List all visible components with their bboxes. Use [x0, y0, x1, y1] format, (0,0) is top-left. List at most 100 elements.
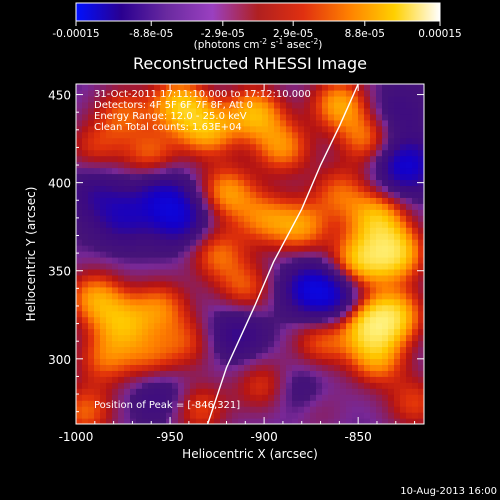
heatmap-cell: [172, 221, 179, 228]
heatmap-cell: [208, 233, 215, 240]
heatmap-cell: [232, 150, 239, 157]
heatmap-cell: [268, 329, 275, 336]
heatmap-cell: [94, 376, 101, 383]
heatmap-cell: [334, 269, 341, 276]
heatmap-cell: [262, 203, 269, 210]
heatmap-cell: [232, 275, 239, 282]
heatmap-cell: [232, 215, 239, 222]
heatmap-cell: [280, 406, 287, 413]
heatmap-cell: [244, 400, 251, 407]
heatmap-cell: [334, 305, 341, 312]
heatmap-cell: [184, 150, 191, 157]
heatmap-cell: [376, 221, 383, 228]
heatmap-cell: [328, 376, 335, 383]
heatmap-cell: [100, 173, 107, 180]
heatmap-cell: [178, 388, 185, 395]
heatmap-cell: [154, 138, 161, 145]
heatmap-cell: [292, 251, 299, 258]
heatmap-cell: [106, 221, 113, 228]
heatmap-cell: [100, 293, 107, 300]
heatmap-cell: [238, 364, 245, 371]
heatmap-cell: [256, 203, 263, 210]
heatmap-cell: [172, 299, 179, 306]
heatmap-cell: [388, 317, 395, 324]
heatmap-cell: [226, 227, 233, 234]
heatmap-cell: [118, 358, 125, 365]
heatmap-cell: [88, 209, 95, 216]
heatmap-cell: [358, 293, 365, 300]
heatmap-cell: [112, 269, 119, 276]
heatmap-cell: [178, 168, 185, 175]
heatmap-cell: [238, 269, 245, 276]
heatmap-cell: [328, 370, 335, 377]
heatmap-cell: [142, 352, 149, 359]
heatmap-cell: [280, 293, 287, 300]
heatmap-cell: [352, 317, 359, 324]
heatmap-cell: [322, 114, 329, 121]
heatmap-cell: [286, 179, 293, 186]
heatmap-cell: [316, 275, 323, 282]
heatmap-cell: [250, 162, 257, 169]
heatmap-cell: [400, 346, 407, 353]
heatmap-cell: [346, 275, 353, 282]
heatmap-cell: [238, 191, 245, 198]
heatmap-cell: [298, 162, 305, 169]
heatmap-cell: [292, 132, 299, 139]
heatmap-cell: [172, 227, 179, 234]
heatmap-cell: [352, 108, 359, 115]
heatmap-cell: [94, 293, 101, 300]
heatmap-cell: [232, 191, 239, 198]
heatmap-cell: [268, 227, 275, 234]
heatmap-cell: [370, 263, 377, 270]
heatmap-cell: [304, 305, 311, 312]
heatmap-cell: [316, 311, 323, 318]
heatmap-cell: [76, 96, 83, 103]
heatmap-cell: [262, 311, 269, 318]
heatmap-cell: [382, 376, 389, 383]
heatmap-cell: [304, 209, 311, 216]
heatmap-cell: [76, 126, 83, 133]
heatmap-cell: [280, 144, 287, 151]
heatmap-cell: [82, 102, 89, 109]
heatmap-cell: [400, 382, 407, 389]
heatmap-cell: [388, 251, 395, 258]
heatmap-cell: [226, 388, 233, 395]
heatmap-cell: [172, 257, 179, 264]
heatmap-cell: [274, 203, 281, 210]
heatmap-cell: [106, 388, 113, 395]
heatmap-cell: [238, 144, 245, 151]
heatmap-cell: [250, 150, 257, 157]
heatmap-cell: [100, 203, 107, 210]
heatmap-cell: [118, 346, 125, 353]
heatmap-cell: [358, 162, 365, 169]
heatmap-cell: [220, 335, 227, 342]
heatmap-cell: [82, 311, 89, 318]
heatmap-cell: [316, 84, 323, 91]
heatmap-cell: [334, 293, 341, 300]
heatmap-cell: [394, 406, 401, 413]
heatmap-cell: [286, 215, 293, 222]
heatmap-cell: [82, 162, 89, 169]
heatmap-cell: [352, 281, 359, 288]
heatmap-cell: [226, 162, 233, 169]
heatmap-cell: [232, 257, 239, 264]
heatmap-cell: [142, 388, 149, 395]
heatmap-cell: [280, 126, 287, 133]
heatmap-cell: [328, 221, 335, 228]
heatmap-cell: [130, 370, 137, 377]
heatmap-cell: [124, 227, 131, 234]
heatmap-cell: [232, 185, 239, 192]
heatmap-cell: [370, 215, 377, 222]
heatmap-cell: [76, 329, 83, 336]
heatmap-cell: [76, 394, 83, 401]
heatmap-cell: [106, 251, 113, 258]
heatmap-cell: [250, 191, 257, 198]
heatmap-cell: [214, 162, 221, 169]
heatmap-cell: [316, 126, 323, 133]
heatmap-cell: [304, 102, 311, 109]
heatmap-cell: [142, 305, 149, 312]
heatmap-cell: [406, 179, 413, 186]
heatmap-cell: [304, 269, 311, 276]
heatmap-cell: [118, 239, 125, 246]
heatmap-cell: [286, 299, 293, 306]
